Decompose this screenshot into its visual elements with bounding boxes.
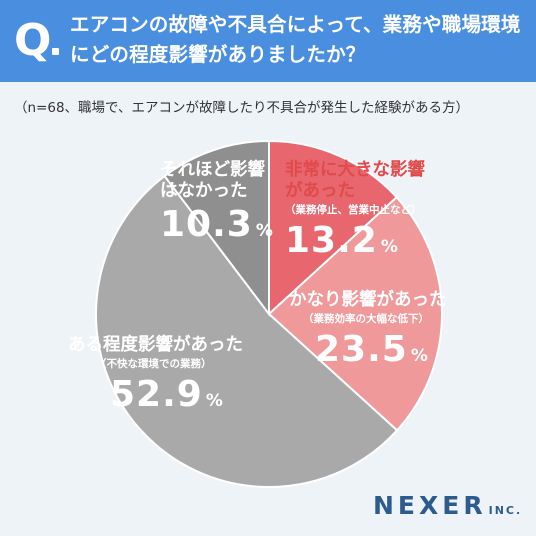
slice-name: かなり影響があった: [289, 290, 447, 310]
slice-name: ある程度影響があった: [68, 335, 243, 355]
slice-name-line-1: 非常に大きな影響: [285, 160, 425, 180]
q-badge: Q: [14, 15, 52, 66]
nexer-logo: NEXER INC.: [373, 491, 523, 520]
slice-note: （業務効率の大幅な低下）: [303, 313, 429, 325]
slice-label-considerable: かなり影響があった （業務効率の大幅な低下） 23.5%: [289, 290, 447, 371]
sample-note: （n=68、職場で、エアコンが故障したり不具合が発生した経験がある方）: [14, 100, 470, 116]
slice-name-line-1: それほど影響: [160, 160, 265, 180]
slice-name-line-2: はなかった: [160, 181, 248, 201]
slice-very-large: [268, 139, 399, 317]
question-text: エアコンの故障や不具合によって、業務や職場環境 にどの程度影響がありましたか？: [70, 10, 526, 70]
slice-percent: 52.9%: [110, 374, 223, 415]
q-badge-dot: [52, 48, 59, 55]
slice-percent: 23.5%: [315, 329, 428, 370]
slice-percent: 13.2%: [285, 220, 398, 261]
slice-considerable: [267, 195, 443, 432]
question-line-2: にどの程度影響がありましたか？: [70, 43, 366, 66]
slice-some: [95, 174, 399, 488]
slice-label-very-large: 非常に大きな影響 があった （業務停止、営業中止など） 13.2%: [285, 160, 425, 262]
question-header: Q エアコンの故障や不具合によって、業務や職場環境 にどの程度影響がありましたか…: [0, 0, 536, 82]
slice-note: （不快な環境での業務）: [96, 358, 212, 370]
slice-note: （業務停止、営業中止など）: [285, 204, 422, 216]
slice-name-line-2: があった: [285, 181, 355, 201]
slice-label-some: ある程度影響があった （不快な環境での業務） 52.9%: [68, 335, 243, 416]
slice-percent: 10.3%: [160, 204, 273, 245]
slice-not-much: [163, 139, 270, 317]
slice-label-not-much: それほど影響 はなかった 10.3%: [160, 160, 273, 246]
question-line-1: エアコンの故障や不具合によって、業務や職場環境: [70, 13, 521, 36]
